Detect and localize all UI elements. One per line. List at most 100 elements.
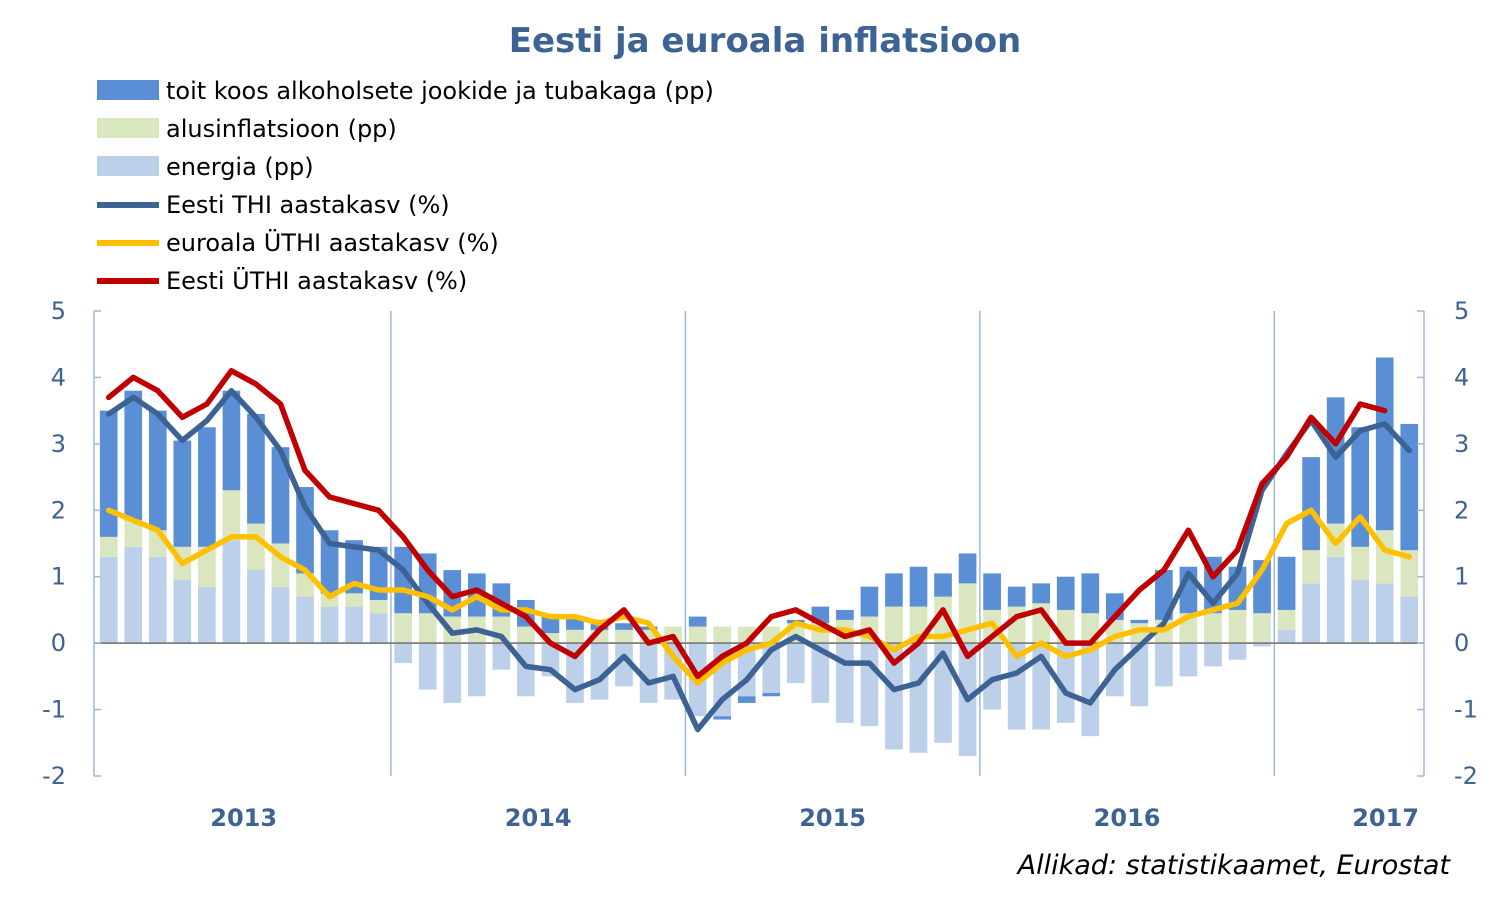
x-year-label: 2016 <box>1094 804 1161 832</box>
bar-food <box>688 616 707 627</box>
bar-core <box>1302 550 1320 584</box>
bar-energy <box>1007 643 1026 730</box>
bar-core <box>369 599 388 614</box>
bar-energy <box>1277 629 1296 644</box>
bar-food <box>1326 397 1345 524</box>
bar-food <box>173 440 192 547</box>
legend-item-euro-uthi: euroala ÜTHI aastakasv (%) <box>97 228 499 257</box>
plot-area: 5 5 4 4 3 3 2 2 1 1 0 0 -1 -1 -2 -2 2013 2014 2015 2016 2017 <box>42 297 1478 832</box>
y-tick-label-left: 0 <box>51 629 66 657</box>
bar-core <box>418 613 437 644</box>
bar-energy <box>934 643 952 743</box>
bar-food <box>1007 586 1026 607</box>
y-tick-label-right: -1 <box>1454 696 1478 724</box>
bar-food <box>836 609 854 620</box>
bar-food <box>345 540 363 594</box>
bar-energy <box>786 643 805 683</box>
bar-food <box>1130 619 1149 624</box>
bar-food <box>198 427 216 547</box>
bar-energy <box>369 613 388 644</box>
bar-energy <box>615 643 633 687</box>
bar-food <box>124 390 143 521</box>
bar-food <box>1400 423 1419 551</box>
bar-energy <box>885 643 903 750</box>
legend-swatch-core <box>97 118 159 138</box>
bar-food <box>1277 556 1296 610</box>
bar-energy <box>811 643 830 703</box>
bar-core <box>345 593 363 607</box>
bar-food <box>934 573 952 597</box>
bar-energy <box>198 586 216 644</box>
bar-energy <box>124 546 143 644</box>
bar-energy <box>1302 583 1320 644</box>
bar-food <box>1351 427 1370 547</box>
y-tick-label-right: 0 <box>1454 629 1469 657</box>
bar-energy <box>320 606 339 644</box>
bar-food <box>1032 583 1051 604</box>
bar-energy <box>173 580 192 644</box>
bar-core <box>615 629 633 644</box>
bar-core <box>296 573 314 597</box>
bar-core <box>1253 613 1271 644</box>
legend: toit koos alkoholsete jookide ja tubakag… <box>97 77 714 295</box>
bar-food <box>247 413 265 524</box>
bar-food <box>1081 573 1100 614</box>
x-year-label: 2013 <box>210 804 277 832</box>
bar-energy <box>836 643 854 723</box>
y-tick-label-left: 1 <box>51 563 66 591</box>
bar-core <box>517 626 535 644</box>
bar-energy <box>492 643 511 670</box>
bar-core <box>713 626 732 644</box>
bar-energy <box>590 643 609 700</box>
y-tick-label-right: 4 <box>1454 363 1469 391</box>
bar-energy <box>1228 643 1247 660</box>
bar-energy <box>860 643 879 727</box>
bar-food <box>1302 457 1320 551</box>
bar-energy <box>394 643 413 664</box>
bar-food <box>222 390 241 491</box>
bar-energy <box>1081 643 1100 737</box>
bar-energy <box>1179 643 1198 677</box>
bar-energy <box>1253 643 1271 647</box>
bar-food <box>296 487 314 574</box>
bar-core <box>1400 550 1419 597</box>
bar-food <box>713 716 732 720</box>
bar-energy <box>1155 643 1173 687</box>
legend-label-food: toit koos alkoholsete jookide ja tubakag… <box>166 77 714 105</box>
legend-item-energy: energia (pp) <box>97 153 314 181</box>
bar-food <box>737 696 756 703</box>
bar-food <box>860 586 879 617</box>
bar-energy <box>1326 556 1345 644</box>
bar-core <box>885 606 903 644</box>
bar-core <box>1351 546 1370 581</box>
bar-energy <box>983 643 1001 710</box>
bar-food <box>762 692 781 697</box>
y-tick-label-right: 5 <box>1454 297 1469 325</box>
bar-food <box>148 410 167 531</box>
legend-item-food: toit koos alkoholsete jookide ja tubakag… <box>97 77 714 105</box>
y-tick-label-right: 2 <box>1454 496 1469 524</box>
bar-food <box>1155 570 1173 620</box>
bar-energy <box>639 643 658 703</box>
bar-core <box>1204 613 1222 644</box>
bar-energy <box>467 643 486 697</box>
bar-energy <box>1056 643 1075 723</box>
y-tick-label-left: -2 <box>42 762 66 790</box>
y-tick-label-left: -1 <box>42 696 66 724</box>
bar-energy <box>247 570 265 644</box>
x-year-label: 2015 <box>799 804 866 832</box>
source-note: Allikad: statistikaamet, Eurostat <box>1016 850 1452 881</box>
bar-food <box>983 573 1001 610</box>
bar-energy <box>148 556 167 644</box>
bar-energy <box>1400 596 1419 644</box>
bar-food <box>885 573 903 607</box>
bar-core <box>247 523 265 571</box>
bar-core <box>124 520 143 547</box>
bar-food <box>909 566 928 607</box>
y-tick-label-left: 5 <box>51 297 66 325</box>
legend-item-eesti-uthi: Eesti ÜTHI aastakasv (%) <box>97 266 467 295</box>
bar-energy <box>296 596 314 644</box>
bar-energy <box>1204 643 1222 667</box>
bar-core <box>1277 609 1296 630</box>
